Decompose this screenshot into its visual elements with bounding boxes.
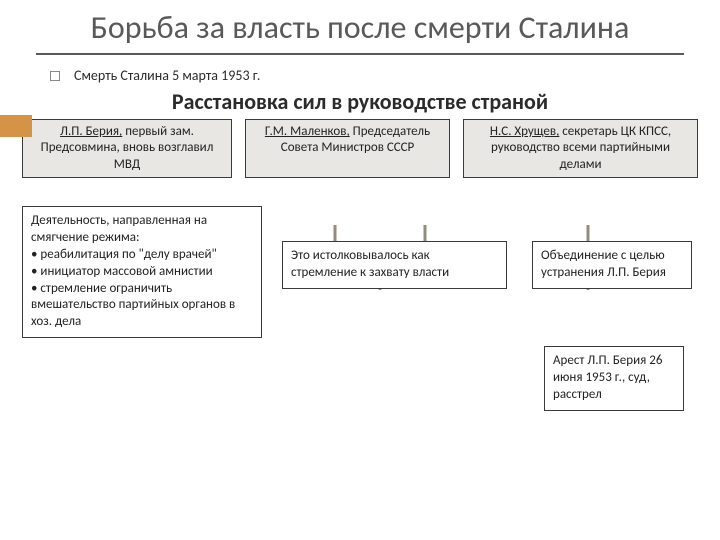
bullet-marker bbox=[50, 71, 60, 81]
list-item: реабилитация по "делу врачей" bbox=[31, 247, 253, 264]
accent-bar bbox=[0, 115, 32, 137]
subtitle: Расстановка сил в руководстве страной bbox=[0, 88, 720, 115]
bullet-text: Смерть Сталина 5 марта 1953 г. bbox=[74, 67, 260, 84]
slide-title: Борьба за власть после смерти Сталина bbox=[0, 0, 720, 47]
box-khrushchev-name: Н.С. Хрущев, bbox=[490, 124, 559, 139]
box-beria: Л.П. Берия, первый зам. Предсовмина, вно… bbox=[22, 119, 232, 178]
beria-activity-list: реабилитация по "делу врачей" инициатор … bbox=[31, 247, 253, 331]
arrest-box: Арест Л.П. Берия 26 июня 1953 г., суд, р… bbox=[544, 346, 684, 411]
list-item: стремление ограничить вмешательство парт… bbox=[31, 281, 253, 332]
box-malenkov: Г.М. Маленков, Председатель Совета Минис… bbox=[245, 119, 450, 178]
bottom-row: Деятельность, направленная на смягчение … bbox=[22, 206, 698, 486]
interpretation-box: Это истолковывалось как стремление к зах… bbox=[282, 241, 507, 289]
top-row: Л.П. Берия, первый зам. Предсовмина, вно… bbox=[22, 119, 698, 178]
beria-activity-box: Деятельность, направленная на смягчение … bbox=[22, 206, 262, 338]
beria-activity-intro: Деятельность, направленная на смягчение … bbox=[31, 213, 253, 247]
title-underline bbox=[36, 53, 684, 55]
bullet-row: Смерть Сталина 5 марта 1953 г. bbox=[50, 67, 720, 84]
box-malenkov-name: Г.М. Маленков, bbox=[265, 124, 350, 139]
box-beria-name: Л.П. Берия, bbox=[60, 124, 122, 139]
list-item: инициатор массовой амнистии bbox=[31, 264, 253, 281]
union-box: Объединение с целью устранения Л.П. Бери… bbox=[532, 241, 692, 289]
box-khrushchev: Н.С. Хрущев, секретарь ЦК КПСС, руководс… bbox=[463, 119, 698, 178]
